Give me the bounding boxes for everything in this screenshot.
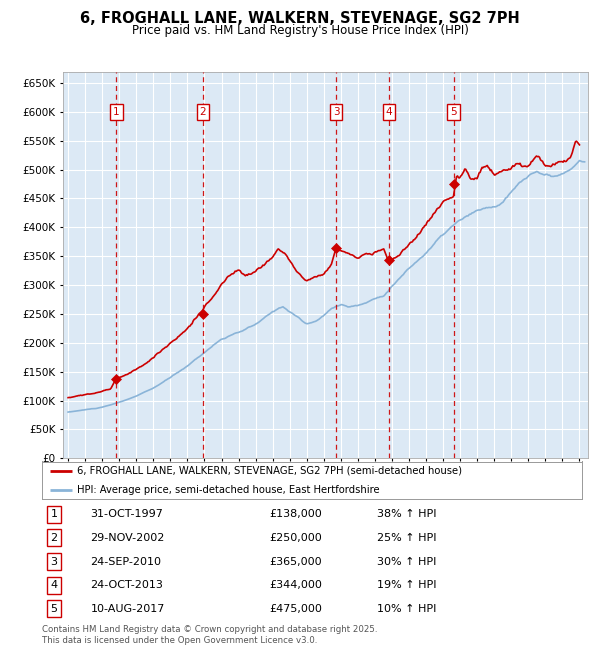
Text: 10% ↑ HPI: 10% ↑ HPI (377, 604, 436, 614)
Text: 2: 2 (200, 107, 206, 117)
Text: 3: 3 (50, 556, 58, 567)
Text: £365,000: £365,000 (269, 556, 322, 567)
Text: 24-SEP-2010: 24-SEP-2010 (91, 556, 161, 567)
Text: £250,000: £250,000 (269, 533, 322, 543)
Text: £475,000: £475,000 (269, 604, 322, 614)
Text: 5: 5 (50, 604, 58, 614)
Text: 1: 1 (50, 510, 58, 519)
Text: 4: 4 (385, 107, 392, 117)
Text: 31-OCT-1997: 31-OCT-1997 (91, 510, 163, 519)
Text: £344,000: £344,000 (269, 580, 322, 590)
Text: 30% ↑ HPI: 30% ↑ HPI (377, 556, 436, 567)
Text: 25% ↑ HPI: 25% ↑ HPI (377, 533, 436, 543)
Text: HPI: Average price, semi-detached house, East Hertfordshire: HPI: Average price, semi-detached house,… (77, 485, 380, 495)
Text: 1: 1 (113, 107, 119, 117)
Text: 3: 3 (333, 107, 340, 117)
Text: 6, FROGHALL LANE, WALKERN, STEVENAGE, SG2 7PH: 6, FROGHALL LANE, WALKERN, STEVENAGE, SG… (80, 11, 520, 26)
Text: 38% ↑ HPI: 38% ↑ HPI (377, 510, 436, 519)
Text: 29-NOV-2002: 29-NOV-2002 (91, 533, 165, 543)
Text: Price paid vs. HM Land Registry's House Price Index (HPI): Price paid vs. HM Land Registry's House … (131, 24, 469, 37)
Text: 24-OCT-2013: 24-OCT-2013 (91, 580, 163, 590)
Text: Contains HM Land Registry data © Crown copyright and database right 2025.
This d: Contains HM Land Registry data © Crown c… (42, 625, 377, 645)
Text: 5: 5 (450, 107, 457, 117)
Text: 4: 4 (50, 580, 58, 590)
Text: 2: 2 (50, 533, 58, 543)
Text: £138,000: £138,000 (269, 510, 322, 519)
Text: 10-AUG-2017: 10-AUG-2017 (91, 604, 165, 614)
Text: 19% ↑ HPI: 19% ↑ HPI (377, 580, 436, 590)
Text: 6, FROGHALL LANE, WALKERN, STEVENAGE, SG2 7PH (semi-detached house): 6, FROGHALL LANE, WALKERN, STEVENAGE, SG… (77, 466, 462, 476)
